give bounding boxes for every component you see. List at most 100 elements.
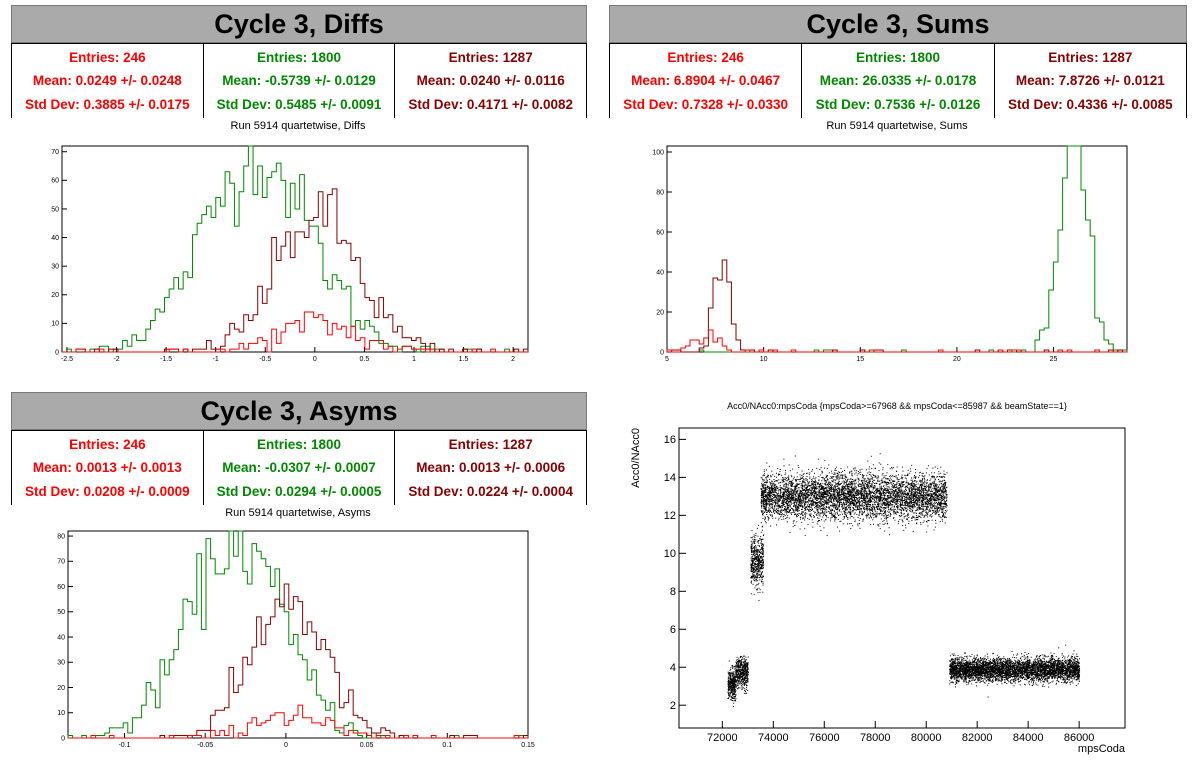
scatter-point: [912, 497, 914, 499]
scatter-point: [858, 500, 860, 502]
scatter-point: [906, 503, 908, 505]
scatter-point: [868, 507, 870, 509]
scatter-point: [886, 520, 888, 522]
scatter-point: [732, 697, 734, 699]
scatter-point: [886, 498, 887, 500]
scatter-point: [808, 474, 810, 476]
scatter-point: [921, 501, 923, 503]
scatter-point: [910, 479, 912, 481]
scatter-point: [877, 502, 879, 504]
y-tick-label: 40: [57, 634, 65, 641]
scatter-point: [744, 678, 746, 680]
scatter-point: [904, 503, 906, 505]
scatter-point: [746, 666, 748, 668]
scatter-point: [777, 480, 778, 482]
scatter-point: [787, 506, 789, 508]
scatter-point: [931, 516, 933, 518]
scatter-point: [794, 514, 795, 516]
scatter-point: [943, 507, 945, 509]
scatter-point: [793, 520, 795, 522]
scatter-point: [838, 495, 840, 497]
scatter-point: [826, 484, 828, 486]
scatter-point: [761, 565, 763, 567]
scatter-point: [771, 486, 773, 488]
scatter-point: [751, 569, 752, 571]
scatter-point: [730, 683, 732, 685]
scatter-point: [851, 487, 852, 489]
scatter-point: [814, 507, 816, 509]
scatter-point: [923, 495, 925, 496]
scatter-point: [768, 498, 770, 500]
scatter-point: [761, 558, 763, 560]
scatter-point: [907, 513, 909, 515]
x-tick-label: 78000: [860, 732, 891, 744]
scatter-point: [737, 663, 739, 664]
scatter-point: [891, 466, 892, 468]
scatter-point: [751, 575, 752, 577]
scatter-point: [745, 669, 747, 671]
scatter-point: [866, 502, 868, 504]
scatter-point: [752, 551, 754, 553]
scatter-point: [842, 493, 844, 495]
scatter-point: [879, 498, 881, 500]
scatter-point: [735, 673, 737, 675]
scatter-point: [762, 496, 764, 498]
scatter-point: [895, 484, 897, 486]
scatter-point: [824, 467, 826, 469]
scatter-point: [758, 573, 760, 575]
scatter-point: [812, 526, 814, 528]
scatter-point: [728, 685, 730, 686]
scatter-point: [919, 486, 921, 488]
scatter-point: [769, 501, 770, 503]
scatter-point: [862, 485, 864, 487]
scatter-point: [729, 692, 731, 693]
scatter-point: [762, 582, 764, 584]
scatter-point: [821, 499, 823, 500]
scatter-point: [847, 523, 848, 525]
scatter-point: [939, 495, 940, 497]
scatter-point: [727, 682, 729, 684]
scatter-point: [786, 510, 788, 512]
scatter-point: [939, 480, 941, 482]
scatter-point: [868, 483, 870, 485]
scatter-point: [736, 675, 738, 677]
scatter-point: [768, 510, 770, 512]
scatter-point: [900, 512, 902, 514]
scatter-point: [736, 682, 738, 684]
scatter-point: [868, 498, 870, 500]
y-tick-label: 20: [656, 309, 664, 316]
scatter-point: [872, 478, 874, 480]
scatter-point: [794, 524, 796, 526]
scatter-point: [923, 499, 925, 501]
scatter-point: [762, 517, 764, 519]
scatter-point: [922, 496, 923, 498]
scatter-point: [932, 490, 933, 492]
scatter-point: [837, 507, 839, 509]
scatter-point: [874, 511, 876, 513]
scatter-point: [779, 485, 781, 487]
scatter-point: [854, 512, 856, 514]
scatter-point: [756, 577, 758, 579]
scatter-point: [909, 468, 911, 470]
scatter-point: [758, 542, 760, 544]
scatter-point: [883, 491, 885, 493]
scatter-point: [910, 483, 912, 485]
scatter-point: [751, 580, 752, 582]
scatter-point: [778, 473, 780, 475]
scatter-point: [917, 519, 919, 521]
scatter-point: [883, 502, 885, 504]
scatter-point: [912, 488, 914, 489]
scatter-point: [834, 486, 836, 488]
scatter-point: [833, 472, 835, 474]
scatter-point: [904, 492, 906, 494]
scatter-point: [859, 518, 861, 519]
scatter-point: [777, 487, 779, 489]
scatter-point: [841, 488, 843, 490]
scatter-point: [762, 479, 764, 481]
scatter-point: [763, 504, 764, 506]
scatter-point: [849, 492, 851, 494]
scatter-point: [908, 520, 910, 522]
scatter-point: [880, 495, 881, 497]
scatter-point: [848, 494, 849, 496]
scatter-point: [753, 540, 755, 542]
